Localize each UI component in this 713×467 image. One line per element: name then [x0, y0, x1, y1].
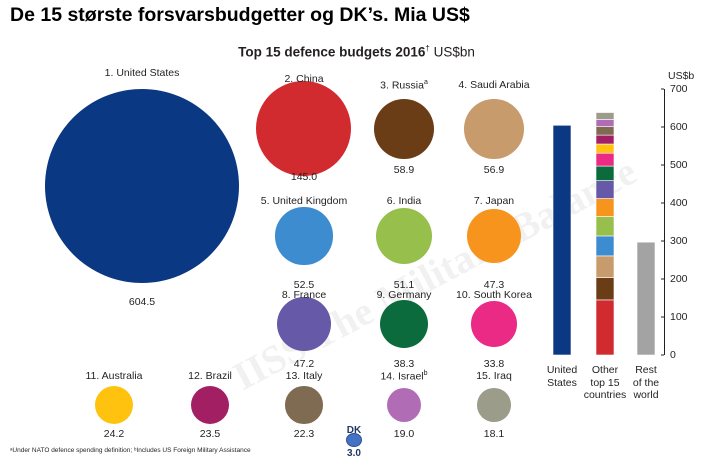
- bubble-label-brazil: 12. Brazil: [188, 370, 232, 382]
- stack-segment-brazil: [595, 134, 615, 145]
- bubble-value-iraq: 18.1: [483, 428, 505, 440]
- bubble-label-australia: 11. Australia: [85, 370, 143, 382]
- bubble-value-saudi-arabia: 56.9: [483, 164, 505, 176]
- chart-title-unit: US$bn: [433, 44, 475, 60]
- bubble-label-marker: b: [423, 370, 428, 377]
- bubble-russia: [373, 98, 435, 160]
- bubble-value-australia: 24.2: [103, 428, 125, 440]
- bubble-value-france: 47.2: [293, 358, 315, 370]
- bubble-germany: [379, 299, 429, 349]
- y-tick-label: 300: [670, 235, 688, 247]
- bubble-label-russia: 3. Russiaa: [380, 79, 428, 92]
- bubble-brazil: [190, 385, 230, 425]
- bubble-value-united-states: 604.5: [128, 296, 156, 308]
- bubble-label-japan: 7. Japan: [473, 195, 515, 207]
- bubble-value-united-kingdom: 52.5: [293, 279, 315, 291]
- stack-segment-russia: [595, 277, 615, 301]
- bubble-label-iraq: 15. Iraq: [476, 370, 512, 382]
- bubble-china: [256, 81, 352, 177]
- bubble-label-marker: a: [423, 79, 428, 86]
- bubble-united-states: [45, 89, 239, 283]
- stack-segment-italy: [595, 126, 615, 136]
- bubble-value-russia: 58.9: [393, 164, 415, 176]
- stack-segment-france: [595, 180, 615, 199]
- stack-segment-israel: [595, 119, 615, 127]
- dk-bubble: [346, 433, 362, 447]
- dk-label: DK: [346, 425, 362, 436]
- chart-title-text: Top 15 defence budgets 2016: [238, 44, 426, 60]
- stack-segment-germany: [595, 165, 615, 181]
- bubble-south-korea: [471, 301, 517, 347]
- bubble-label-south-korea: 10. South Korea: [456, 289, 532, 301]
- stack-segment-australia: [595, 143, 615, 154]
- bubble-label-italy: 13. Italy: [285, 370, 323, 382]
- stack-segment-china: [595, 299, 615, 356]
- bubble-united-kingdom: [275, 207, 333, 265]
- bar-category-label: Other top 15 countries: [583, 364, 627, 401]
- bubble-label-saudi-arabia: 4. Saudi Arabia: [458, 79, 530, 91]
- bubble-value-italy: 22.3: [293, 428, 315, 440]
- y-tick-label: 600: [670, 121, 688, 133]
- bubble-value-china: 145.0: [290, 171, 318, 183]
- bubble-value-israel: 19.0: [393, 428, 415, 440]
- bubble-value-brazil: 23.5: [199, 428, 221, 440]
- bubble-italy: [285, 386, 323, 424]
- y-tick-label: 0: [670, 349, 676, 361]
- y-axis-line: [664, 89, 665, 355]
- bar-rest-of-world: [636, 241, 656, 356]
- bubble-value-south-korea: 33.8: [483, 358, 505, 370]
- bubble-label-germany: 9. Germany: [376, 289, 432, 301]
- y-tick-label: 700: [670, 83, 688, 95]
- bubble-iraq: [477, 388, 511, 422]
- bubble-india: [375, 207, 433, 265]
- chart-title-marker: †: [425, 44, 430, 53]
- axis-unit-label: US$b: [668, 70, 695, 82]
- stack-segment-japan: [595, 198, 615, 217]
- stack-segment-iraq: [595, 112, 615, 120]
- bubble-value-germany: 38.3: [393, 358, 415, 370]
- y-tick-label: 500: [670, 159, 688, 171]
- bubble-label-india: 6. India: [386, 195, 422, 207]
- bubble-france: [276, 296, 332, 352]
- bubble-japan: [466, 208, 522, 264]
- bubble-label-france: 8. France: [281, 289, 327, 301]
- bubble-value-japan: 47.3: [483, 279, 505, 291]
- bubble-saudi-arabia: [464, 99, 524, 159]
- stack-segment-south-korea: [595, 152, 615, 167]
- bubble-label-united-states: 1. United States: [104, 67, 180, 79]
- stack-segment-saudi-arabia: [595, 255, 615, 278]
- bubble-label-israel: 14. Israelb: [380, 370, 428, 383]
- chart-title: Top 15 defence budgets 2016† US$bn: [0, 44, 713, 60]
- footnote: ᵃUnder NATO defence spending definition;…: [10, 447, 251, 454]
- bubble-label-china: 2. China: [284, 73, 324, 85]
- stack-segment-united-kingdom: [595, 235, 615, 257]
- dk-value: 3.0: [347, 448, 361, 459]
- bar-category-label: United States: [546, 364, 578, 389]
- page-heading: De 15 største forsvarsbudgetter og DK’s.…: [10, 4, 470, 26]
- bar-category-label: Rest of the world: [632, 364, 660, 401]
- bubble-value-india: 51.1: [393, 279, 415, 291]
- y-tick-label: 100: [670, 311, 688, 323]
- y-tick-label: 400: [670, 197, 688, 209]
- bar-united-states: [552, 124, 572, 356]
- bubble-israel: [386, 387, 422, 423]
- bubble-australia: [94, 385, 134, 425]
- y-tick-label: 200: [670, 273, 688, 285]
- stack-segment-india: [595, 216, 615, 237]
- bubble-label-united-kingdom: 5. United Kingdom: [260, 195, 348, 207]
